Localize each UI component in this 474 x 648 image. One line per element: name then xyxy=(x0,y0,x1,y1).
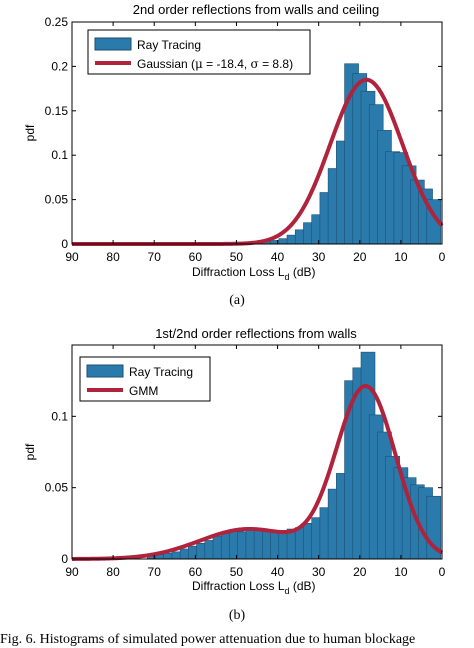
chart-a-x-tick-label: 20 xyxy=(353,250,367,264)
chart-b-y-tick-label: 0.1 xyxy=(51,409,68,423)
chart-b-x-axis-label: Diffraction Loss Ld (dB) xyxy=(192,579,316,596)
chart-a-legend: Ray Tracing Gaussian (μ = -18.4, σ = 8.8… xyxy=(87,29,311,75)
chart-a-x-tick-label: 70 xyxy=(148,250,162,264)
chart-a-y-tick-label: 0.1 xyxy=(51,148,68,162)
chart-a-y-tick-label: 0.25 xyxy=(45,15,69,29)
chart-a-x-tick-label: 30 xyxy=(312,250,326,264)
chart-panel-a: 2nd order reflections from walls and cei… xyxy=(23,2,446,308)
chart-b-y-tick-label: 0.05 xyxy=(45,481,69,495)
chart-a-x-tick-label: 40 xyxy=(271,250,285,264)
chart-b-x-tick-label: 40 xyxy=(271,565,285,579)
chart-b-gmm-curve xyxy=(71,384,443,561)
chart-b-legend-ray-tracing: Ray Tracing xyxy=(129,365,193,379)
chart-a-y-tick-label: 0.15 xyxy=(45,104,69,118)
chart-b-legend-gmm: GMM xyxy=(129,384,158,398)
chart-b-x-tick-label: 70 xyxy=(148,565,162,579)
chart-b-x-tick-label: 50 xyxy=(230,565,244,579)
chart-b-title: 1st/2nd order reflections from walls xyxy=(155,326,357,341)
chart-a-x-ticks: 90 80 70 60 50 40 30 20 10 0 xyxy=(65,22,446,264)
chart-b-plot-frame xyxy=(71,344,443,560)
chart-b-legend: Ray Tracing GMM xyxy=(79,356,211,402)
chart-b-x-tick-label: 0 xyxy=(439,565,446,579)
chart-a-x-tick-label: 80 xyxy=(106,250,120,264)
chart-a-legend-gaussian: Gaussian (μ = -18.4, σ = 8.8) xyxy=(137,57,293,71)
chart-a-y-ticks: 0 0.05 0.1 0.15 0.2 0.25 xyxy=(45,15,442,251)
chart-b-y-tick-label: 0 xyxy=(61,552,68,566)
chart-a-x-tick-label: 10 xyxy=(394,250,408,264)
chart-a-y-tick-label: 0.2 xyxy=(51,59,68,73)
subfigure-b-label: (b) xyxy=(229,608,246,623)
chart-a-y-tick-label: 0.05 xyxy=(45,193,69,207)
figure-caption: Fig. 6. Histograms of simulated power at… xyxy=(0,632,415,647)
chart-b-y-ticks: 0 0.05 0.1 xyxy=(45,409,442,566)
chart-a-x-tick-label: 60 xyxy=(189,250,203,264)
chart-b-x-tick-label: 10 xyxy=(394,565,408,579)
chart-a-x-tick-label: 0 xyxy=(439,250,446,264)
chart-b-legend-bar-swatch xyxy=(86,364,124,378)
subfigure-a-label: (a) xyxy=(229,293,245,308)
chart-a-y-axis-label: pdf xyxy=(23,124,37,141)
chart-a-plot-frame xyxy=(71,21,443,245)
chart-a-legend-box xyxy=(87,29,311,75)
chart-a-bars xyxy=(253,63,442,245)
chart-a-legend-ray-tracing: Ray Tracing xyxy=(137,38,201,52)
chart-a-title: 2nd order reflections from walls and cei… xyxy=(133,2,379,17)
chart-b-x-tick-label: 80 xyxy=(106,565,120,579)
chart-panel-b: 1st/2nd order reflections from walls 90 8… xyxy=(23,326,446,623)
chart-b-legend-box xyxy=(79,356,211,402)
chart-b-x-tick-label: 60 xyxy=(189,565,203,579)
chart-b-x-tick-label: 20 xyxy=(353,565,367,579)
chart-a-x-tick-label: 90 xyxy=(65,250,79,264)
chart-b-x-ticks: 90 80 70 60 50 40 30 20 10 0 xyxy=(65,345,446,579)
chart-a-x-tick-label: 50 xyxy=(230,250,244,264)
chart-b-x-tick-label: 90 xyxy=(65,565,79,579)
chart-a-legend-bar-swatch xyxy=(94,37,132,51)
chart-a-x-axis-label: Diffraction Loss Ld (dB) xyxy=(192,265,316,282)
chart-b-y-axis-label: pdf xyxy=(23,443,37,460)
chart-a-y-tick-label: 0 xyxy=(61,237,68,251)
chart-b-x-tick-label: 30 xyxy=(312,565,326,579)
